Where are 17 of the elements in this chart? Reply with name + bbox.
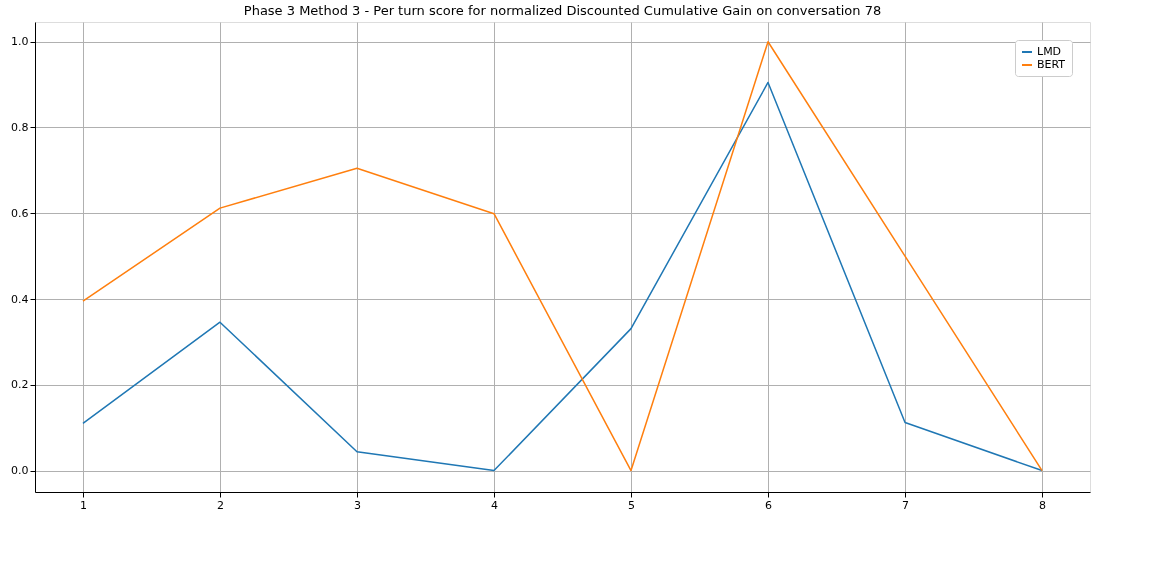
- chart-title: Phase 3 Method 3 - Per turn score for normalized Discounted Cumulative Gain on conversation 78: [243, 3, 882, 18]
- y-tick-label: 0.0: [11, 464, 29, 478]
- y-tick-label: 0.8: [11, 120, 29, 134]
- x-tick-label: 4: [490, 498, 498, 512]
- x-tick-label: 8: [1039, 498, 1047, 512]
- y-tick-label: 0.2: [11, 378, 29, 392]
- x-tick-label: 3: [353, 498, 361, 512]
- legend-label: LMD: [1037, 45, 1062, 58]
- x-tick-label: 2: [216, 498, 224, 512]
- x-tick-label: 1: [79, 498, 87, 512]
- x-tick-label: 5: [628, 498, 636, 512]
- x-tick-label: 6: [765, 498, 773, 512]
- y-tick-label: 0.4: [11, 292, 29, 306]
- x-tick-label: 7: [902, 498, 910, 512]
- y-tick-label: 1.0: [11, 35, 29, 49]
- legend-label: BERT: [1037, 58, 1066, 71]
- y-tick-label: 0.6: [11, 206, 29, 220]
